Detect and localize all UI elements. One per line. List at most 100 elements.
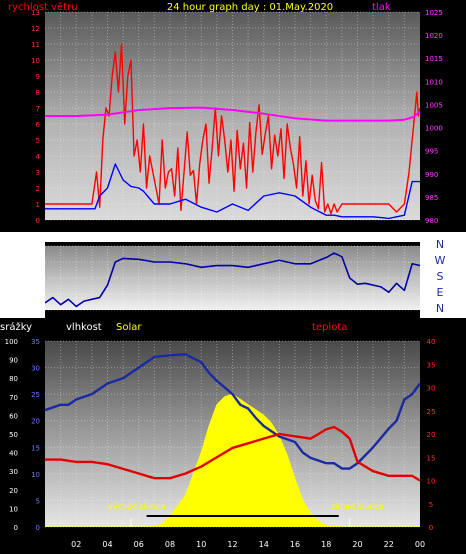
compass-label: N [436,302,444,315]
wind-speed-tick: 6 [36,121,41,129]
wind-speed-tick: 0 [36,217,40,225]
direction-plot-area [45,246,420,310]
rain-tick: 50 [9,431,18,439]
pressure-tick: 1025 [425,9,443,17]
wind-speed-axis-label: rychlost větru [8,1,78,13]
sunset-label: západ slunce [331,502,384,511]
rain-tick: 100 [5,338,18,346]
rain-tick: 70 [9,394,18,402]
temperature-tick: 35 [427,361,436,369]
wind-time-tick: 14 [259,231,269,240]
rain-tick: 90 [9,357,18,365]
chart-title: 24 hour graph day : 01.May.2020 [167,2,333,13]
pressure-tick: 1005 [425,101,443,109]
temperature-tick: 30 [427,385,436,393]
climate-time-tick: 08 [165,540,175,549]
series-solar-area [45,393,420,527]
wind-speed-tick: 13 [31,9,40,17]
wind-time-tick: 06 [134,231,144,240]
series-temperature-line [45,425,420,482]
rain-tick: 10 [9,505,18,513]
rain-tick: 30 [9,468,18,476]
pressure-axis-label: tlak [372,2,391,13]
solar-label: Solar [116,322,142,333]
sunrise-label: východ slunce [108,502,165,511]
direction-tick: 360 [27,243,40,251]
rain-tick: 0 [14,524,18,532]
wind-speed-tick: 5 [36,137,40,145]
humidity-tick: 20 [31,418,40,426]
climate-time-tick: 10 [196,540,206,549]
wind-speed-tick: 12 [31,25,40,33]
pressure-tick: 1020 [425,32,443,40]
series-direction-line [45,252,420,308]
temperature-tick: 25 [427,408,436,416]
wind-plot-area [45,12,420,220]
wind-time-tick: 16 [290,231,300,240]
wind-speed-tick: 8 [36,89,40,97]
rain-tick: 60 [9,412,18,420]
temperature-tick: 20 [427,431,436,439]
pressure-tick: 1015 [425,55,443,63]
wind-time-tick: 10 [196,231,206,240]
wind-time-tick: 18 [321,231,331,240]
rain-tick: 20 [9,487,18,495]
temperature-axis-label: teplota [312,322,347,333]
wind-time-tick: 00 [415,231,425,240]
temperature-tick: 15 [427,454,436,462]
direction-tick: 0 [36,307,40,315]
climate-time-tick: 22 [384,540,394,549]
wind-time-tick: 02 [71,231,81,240]
wind-speed-tick: 2 [36,185,40,193]
climate-time-tick: 20 [352,540,362,549]
humidity-tick: 0 [36,524,40,532]
wind-speed-tick: 4 [36,153,41,161]
direction-tick: 90 [31,291,40,299]
rain-axis-label: srážky [0,321,32,333]
compass-label: N [436,238,444,251]
series-average-line [45,163,420,220]
temperature-tick: 40 [427,338,436,346]
series-pressure-line [45,106,420,122]
wind-speed-tick: 1 [36,201,40,209]
pressure-tick: 990 [425,171,438,179]
humidity-tick: 35 [31,338,40,346]
wind-speed-tick: 9 [36,73,40,81]
temperature-tick: 5 [429,501,433,509]
wind-time-tick: 08 [165,231,175,240]
humidity-tick: 5 [36,497,40,505]
humidity-tick: 15 [31,444,40,452]
wind-time-tick: 04 [102,231,112,240]
climate-time-tick: 18 [321,540,331,549]
direction-tick: 270 [27,259,40,267]
climate-time-tick: 04 [102,540,112,549]
pressure-tick: 980 [425,217,438,225]
wind-time-tick: 12 [227,231,237,240]
wind-speed-tick: 11 [31,41,40,49]
series-gust-line [45,43,420,215]
climate-time-tick: 06 [134,540,144,549]
pressure-tick: 995 [425,148,438,156]
humidity-axis-label: vlhkost [66,322,102,333]
wind-time-tick: 22 [384,231,394,240]
compass-label: S [437,270,444,283]
pressure-tick: 985 [425,194,438,202]
wind-speed-tick: 7 [36,105,40,113]
wind-speed-tick: 10 [31,57,40,65]
humidity-tick: 10 [31,471,40,479]
humidity-tick: 30 [31,365,40,373]
pressure-tick: 1010 [425,78,443,86]
compass-label: W [435,254,446,267]
wind-time-tick: 20 [352,231,362,240]
direction-tick: 180 [27,275,40,283]
climate-time-tick: 02 [71,540,81,549]
climate-time-tick: 14 [259,540,269,549]
temperature-tick: 10 [427,478,436,486]
rain-tick: 80 [9,375,18,383]
climate-time-tick: 12 [227,540,237,549]
rain-tick: 40 [9,450,18,458]
climate-time-tick: 16 [290,540,300,549]
wind-speed-tick: 3 [36,169,40,177]
